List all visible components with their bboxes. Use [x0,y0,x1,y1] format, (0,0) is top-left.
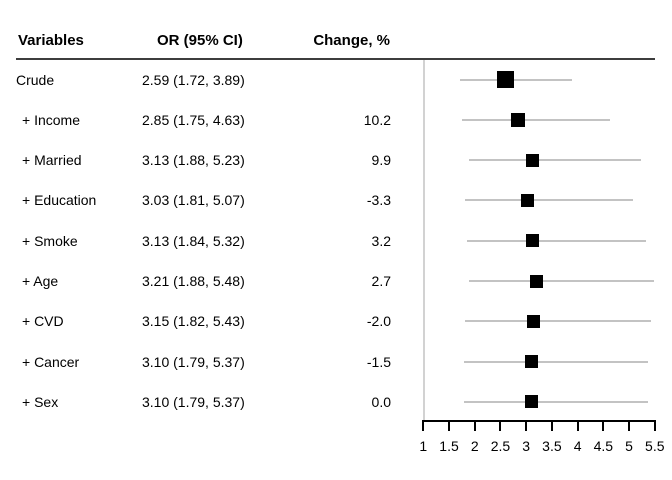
change-value: 2.7 [371,273,391,289]
change-value: 10.2 [363,111,391,128]
or-ci-value: 2.59 (1.72, 3.89) [142,71,245,88]
x-tick-label: 5 [625,438,633,454]
variable-label: + Sex [22,393,59,410]
ci-line [460,78,572,81]
change-value: 9.9 [371,152,391,169]
or-ci-value: 3.10 (1.79, 5.37) [142,353,245,370]
x-axis-line [422,420,656,422]
change-value: -1.5 [366,353,391,370]
ci-line [463,400,649,403]
ci-line [468,159,641,162]
x-tick [499,420,502,431]
or-marker [524,395,538,409]
column-header-change: Change, % [313,32,390,49]
change-value [300,70,391,90]
x-tick [653,420,656,431]
or-ci-value: 3.21 (1.88, 5.48) [142,273,245,289]
ci-line [463,360,649,363]
variable-label: Crude [16,71,55,88]
variable-label: + Cancer [22,353,80,370]
or-marker [526,153,540,167]
ci-line [466,239,646,242]
variable-label: + Income [22,111,80,128]
x-tick [473,420,476,431]
or-ci-value: 3.10 (1.79, 5.37) [142,393,245,410]
column-header-variables: Variables [18,32,84,49]
variable-label: + Age [22,273,59,289]
ci-line [465,320,652,323]
x-tick-label: 2.5 [490,438,511,454]
x-tick [602,420,605,431]
x-tick-label: 3.5 [542,438,562,454]
x-tick-label: 3 [522,438,531,454]
x-tick [550,420,553,431]
or-marker [527,314,541,328]
or-marker [530,274,544,288]
or-ci-value: 3.13 (1.84, 5.32) [142,232,245,249]
or-ci-value: 3.15 (1.82, 5.43) [142,313,245,330]
x-tick [422,420,425,431]
ci-line [468,280,654,282]
variable-label: + Married [22,152,82,169]
or-marker [511,112,526,127]
change-value: -2.0 [366,313,391,330]
or-ci-value: 3.13 (1.88, 5.23) [142,152,245,169]
variable-label: + Smoke [22,232,78,249]
header-rule [16,58,655,60]
or-marker [526,234,540,248]
x-tick-label: 2 [470,438,479,454]
or-marker [496,71,514,88]
or-marker [521,193,535,207]
ci-line [461,118,611,121]
or-marker [524,355,538,369]
x-tick-label: 4.5 [593,438,614,454]
or-ci-value: 3.03 (1.81, 5.07) [142,192,245,209]
x-tick [576,420,579,431]
x-tick-label: 1.5 [439,438,459,454]
or-ci-value: 2.85 (1.75, 4.63) [142,111,245,128]
ci-line [464,199,633,202]
variable-label: + Education [22,192,97,209]
x-tick [628,420,631,431]
x-tick-label: 1 [419,438,428,454]
change-value: 0.0 [371,393,391,410]
x-tick [448,420,451,431]
column-header-or-ci: OR (95% CI) [157,32,243,49]
x-tick [525,420,528,431]
x-tick-label: 5.5 [645,438,665,454]
change-value: 3.2 [371,232,391,249]
variable-label: + CVD [22,313,64,330]
x-tick-label: 4 [573,438,582,454]
change-value: -3.3 [366,192,391,209]
plot-left-frame-line [423,60,425,420]
